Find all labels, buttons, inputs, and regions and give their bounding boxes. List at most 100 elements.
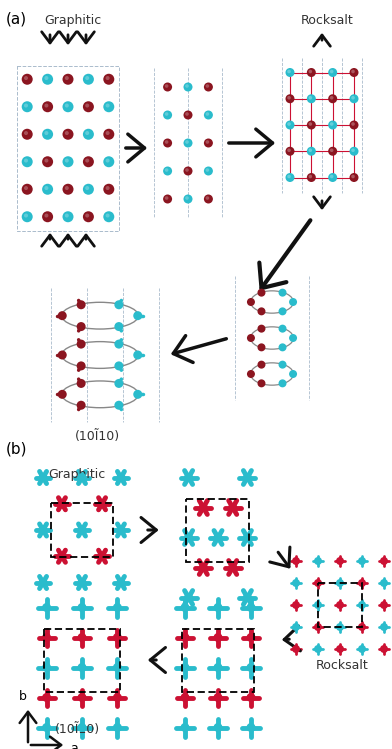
Circle shape	[330, 96, 334, 100]
Bar	[51, 503, 113, 557]
Text: (10Ĩ10): (10Ĩ10)	[54, 723, 100, 736]
Circle shape	[62, 157, 73, 167]
Circle shape	[285, 173, 294, 182]
Circle shape	[247, 334, 255, 342]
Circle shape	[336, 557, 344, 565]
Circle shape	[350, 147, 359, 156]
Circle shape	[279, 361, 287, 369]
Circle shape	[287, 148, 291, 152]
Circle shape	[205, 196, 209, 200]
Circle shape	[76, 379, 85, 388]
Circle shape	[358, 579, 366, 587]
Circle shape	[350, 68, 359, 77]
Circle shape	[279, 324, 287, 333]
Circle shape	[22, 184, 33, 195]
Circle shape	[380, 557, 388, 565]
Circle shape	[279, 307, 287, 315]
Circle shape	[65, 131, 69, 135]
Circle shape	[183, 82, 192, 91]
Circle shape	[285, 94, 294, 103]
Circle shape	[98, 500, 107, 509]
Circle shape	[358, 601, 366, 609]
Circle shape	[180, 633, 189, 642]
Circle shape	[247, 633, 256, 642]
Circle shape	[163, 82, 172, 91]
Text: Graphitic: Graphitic	[44, 14, 102, 27]
Circle shape	[83, 157, 94, 167]
Circle shape	[336, 579, 344, 587]
Circle shape	[289, 370, 297, 378]
Circle shape	[358, 645, 366, 653]
Circle shape	[103, 211, 114, 222]
Circle shape	[380, 579, 388, 587]
Circle shape	[105, 131, 110, 135]
Circle shape	[165, 196, 169, 200]
Bar	[44, 628, 120, 691]
Circle shape	[380, 645, 388, 653]
Circle shape	[22, 157, 33, 167]
Circle shape	[258, 343, 265, 351]
Circle shape	[279, 343, 287, 351]
Circle shape	[78, 526, 87, 535]
Circle shape	[314, 557, 322, 565]
Circle shape	[351, 148, 355, 152]
Circle shape	[307, 173, 316, 182]
Circle shape	[287, 122, 291, 126]
Circle shape	[103, 157, 114, 167]
Circle shape	[287, 70, 291, 73]
Circle shape	[133, 351, 142, 360]
Circle shape	[292, 579, 300, 587]
Circle shape	[279, 379, 287, 387]
Circle shape	[113, 723, 122, 732]
Circle shape	[83, 129, 94, 140]
Circle shape	[85, 131, 89, 135]
Circle shape	[114, 362, 123, 371]
Circle shape	[183, 195, 192, 204]
Circle shape	[103, 129, 114, 140]
Circle shape	[163, 139, 172, 148]
Circle shape	[65, 186, 69, 190]
Circle shape	[350, 94, 359, 103]
Circle shape	[113, 633, 122, 642]
Circle shape	[214, 533, 223, 542]
Circle shape	[24, 131, 28, 135]
Circle shape	[165, 112, 169, 116]
Circle shape	[214, 603, 223, 612]
Circle shape	[44, 159, 48, 163]
Circle shape	[65, 103, 69, 108]
Text: Rocksalt: Rocksalt	[301, 14, 353, 27]
Circle shape	[183, 139, 192, 148]
Circle shape	[44, 213, 48, 217]
Circle shape	[184, 593, 193, 602]
Circle shape	[42, 723, 51, 732]
Circle shape	[114, 401, 123, 410]
Circle shape	[103, 184, 114, 195]
Circle shape	[105, 103, 110, 108]
Circle shape	[185, 196, 189, 200]
Circle shape	[85, 76, 89, 80]
Circle shape	[58, 311, 67, 320]
Circle shape	[114, 339, 123, 348]
Circle shape	[78, 633, 87, 642]
Text: Rocksalt: Rocksalt	[316, 659, 368, 672]
Circle shape	[314, 601, 322, 609]
Bar	[17, 65, 119, 231]
Circle shape	[309, 96, 312, 100]
Circle shape	[42, 129, 53, 140]
Circle shape	[44, 186, 48, 190]
Circle shape	[350, 173, 359, 182]
Circle shape	[103, 73, 114, 85]
Circle shape	[76, 401, 85, 410]
Circle shape	[350, 121, 359, 130]
Circle shape	[133, 389, 142, 398]
Circle shape	[78, 578, 87, 587]
Circle shape	[113, 663, 122, 672]
Circle shape	[314, 579, 322, 587]
Circle shape	[330, 122, 334, 126]
Circle shape	[83, 184, 94, 195]
Circle shape	[205, 112, 209, 116]
Circle shape	[38, 473, 47, 482]
Circle shape	[309, 175, 312, 178]
Circle shape	[289, 298, 297, 306]
Circle shape	[116, 578, 125, 587]
